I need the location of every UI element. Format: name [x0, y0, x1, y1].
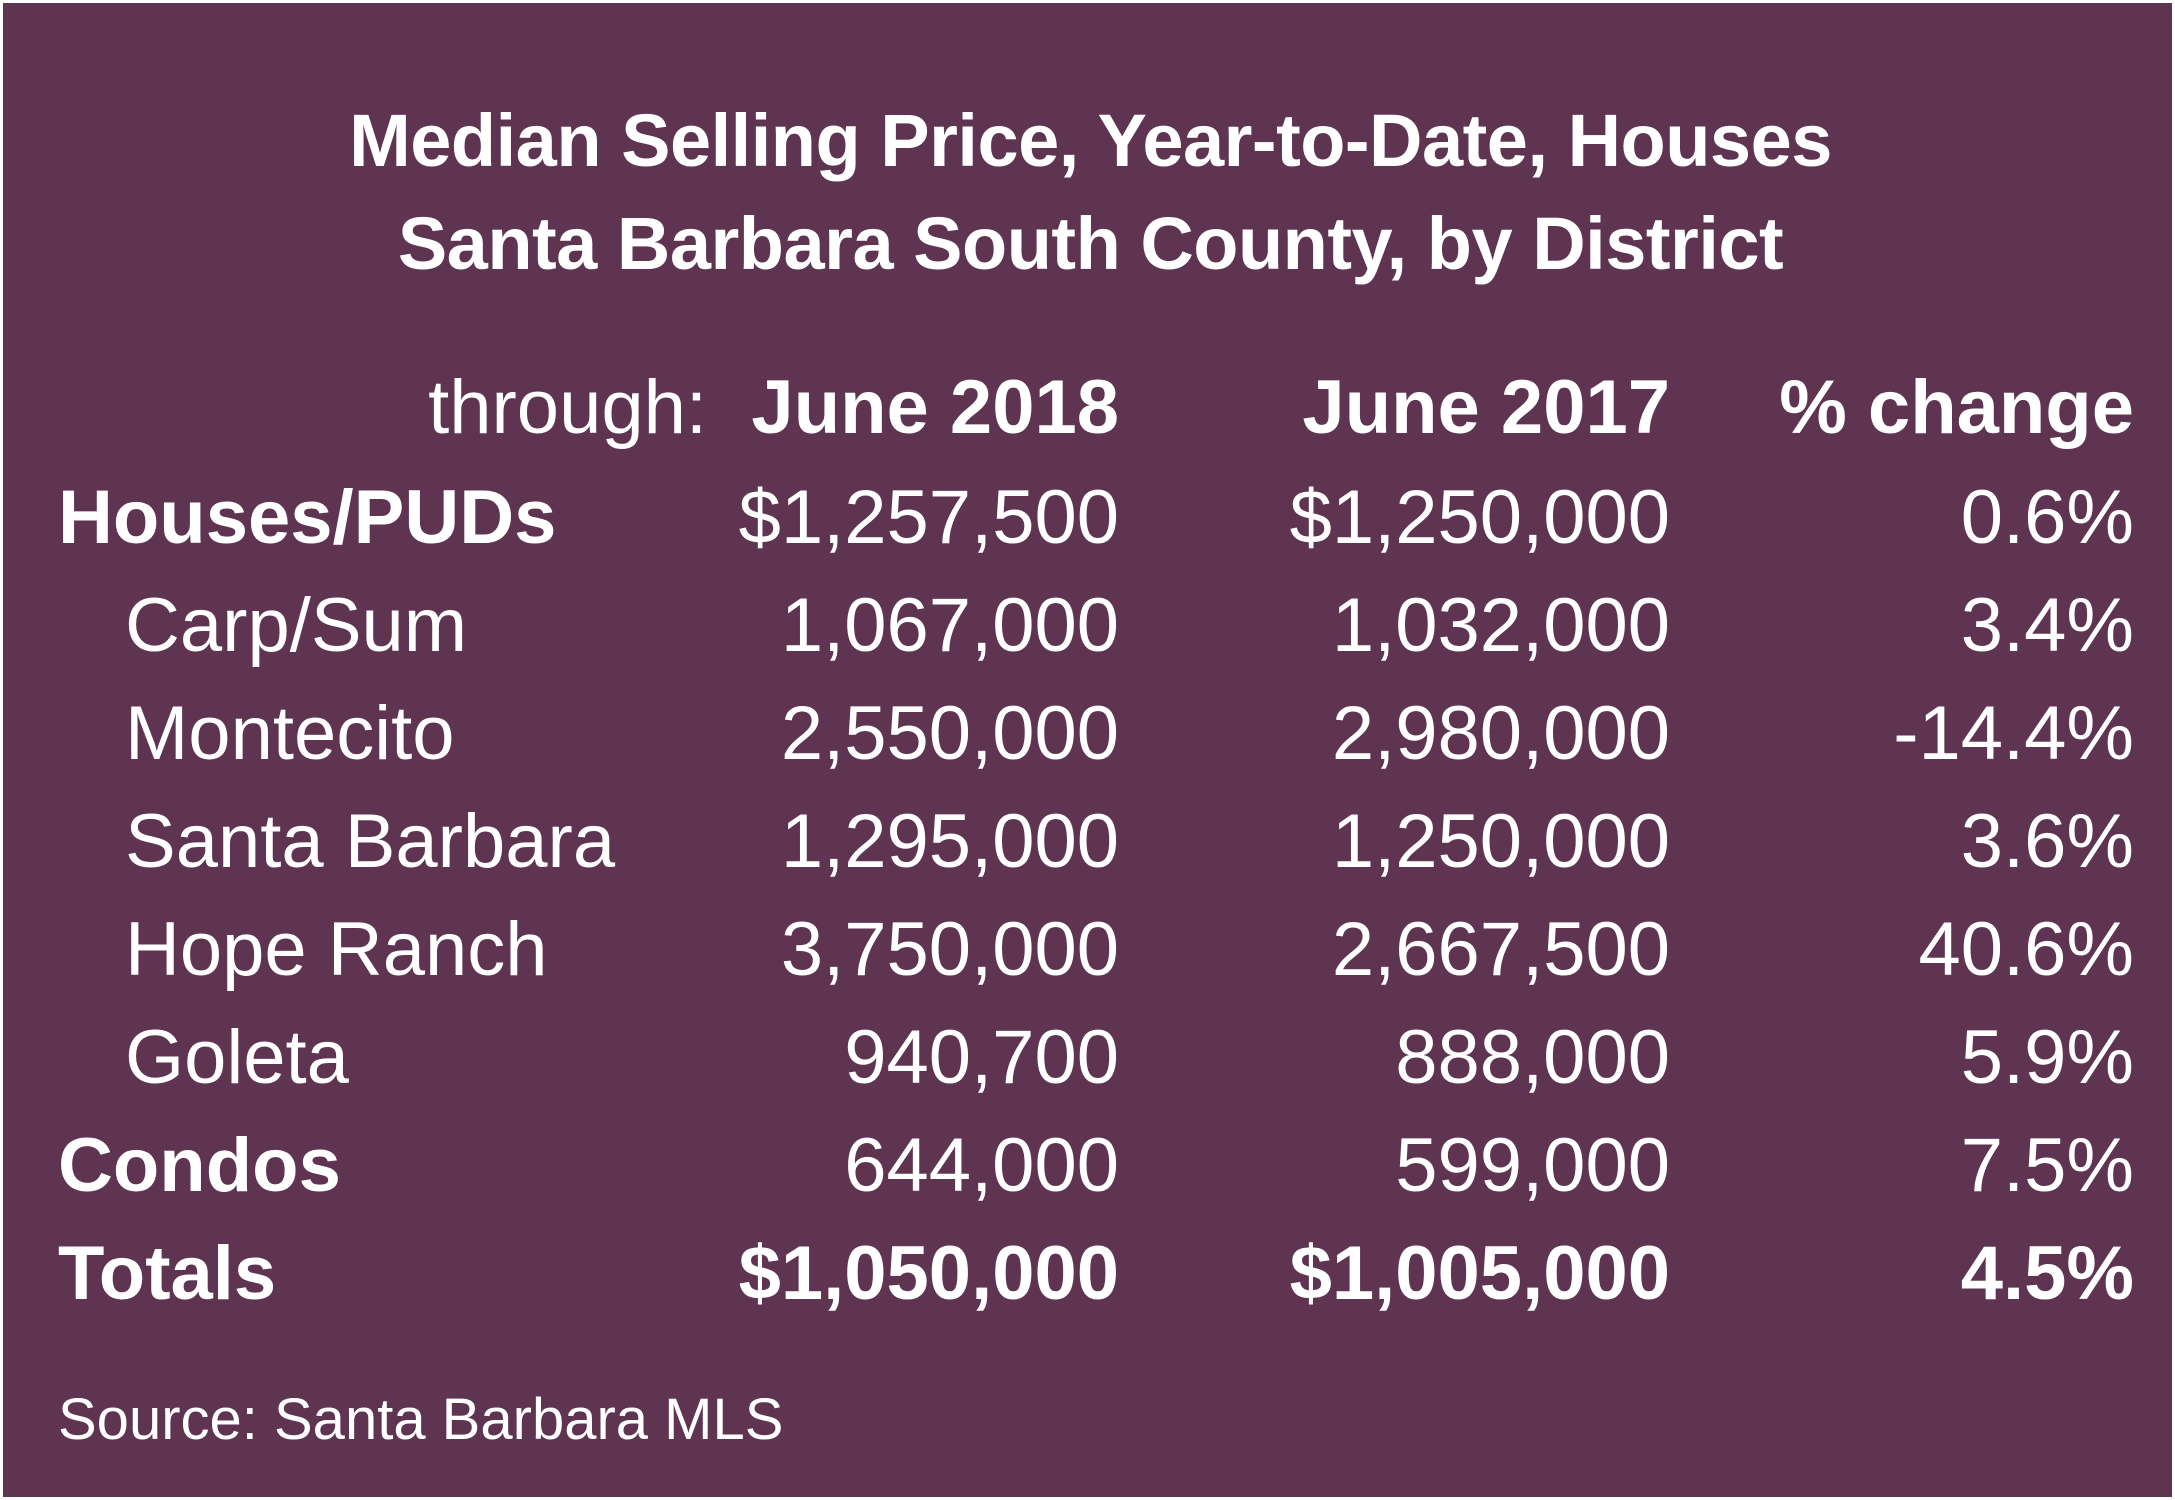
column-header-june-2018: June 2018: [751, 365, 1119, 450]
cell-goleta-2018: 940,700: [844, 1015, 1119, 1100]
cell-houses-puds-2017: $1,250,000: [1289, 475, 1670, 560]
through-label: through:: [428, 365, 707, 450]
row-label-condos: Condos: [58, 1123, 341, 1208]
cell-houses-puds-change: 0.6%: [1960, 475, 2134, 560]
cell-condos-2018: 644,000: [844, 1123, 1119, 1208]
cell-condos-2017: 599,000: [1395, 1123, 1670, 1208]
column-header-percent-change: % change: [1779, 365, 2134, 450]
cell-hope-ranch-2018: 3,750,000: [780, 907, 1119, 992]
row-label-hope-ranch: Hope Ranch: [125, 907, 548, 992]
cell-totals-2017: $1,005,000: [1289, 1231, 1670, 1316]
chart-subtitle: Santa Barbara South County, by District: [397, 202, 1784, 285]
column-header-june-2017: June 2017: [1302, 365, 1670, 450]
cell-montecito-change: -14.4%: [1893, 691, 2134, 776]
cell-santa-barbara-change: 3.6%: [1960, 799, 2134, 884]
cell-carp-sum-2018: 1,067,000: [780, 583, 1119, 668]
cell-condos-change: 7.5%: [1960, 1123, 2134, 1208]
cell-montecito-2018: 2,550,000: [780, 691, 1119, 776]
cell-goleta-change: 5.9%: [1960, 1015, 2134, 1100]
cell-hope-ranch-change: 40.6%: [1918, 907, 2135, 992]
cell-totals-2018: $1,050,000: [738, 1231, 1119, 1316]
cell-houses-puds-2018: $1,257,500: [738, 475, 1119, 560]
cell-santa-barbara-2017: 1,250,000: [1331, 799, 1670, 884]
cell-totals-change: 4.5%: [1960, 1231, 2134, 1316]
cell-carp-sum-change: 3.4%: [1960, 583, 2134, 668]
chart-title: Median Selling Price, Year-to-Date, Hous…: [349, 99, 1832, 182]
cell-santa-barbara-2018: 1,295,000: [780, 799, 1119, 884]
row-label-houses-puds: Houses/PUDs: [58, 475, 557, 560]
row-label-goleta: Goleta: [125, 1015, 349, 1100]
row-label-santa-barbara: Santa Barbara: [125, 799, 616, 884]
cell-carp-sum-2017: 1,032,000: [1331, 583, 1670, 668]
row-label-carp-sum: Carp/Sum: [125, 583, 468, 668]
cell-montecito-2017: 2,980,000: [1331, 691, 1670, 776]
cell-goleta-2017: 888,000: [1395, 1015, 1670, 1100]
cell-hope-ranch-2017: 2,667,500: [1331, 907, 1670, 992]
source-note: Source: Santa Barbara MLS: [58, 1387, 784, 1452]
row-label-totals: Totals: [58, 1231, 277, 1316]
row-label-montecito: Montecito: [125, 691, 455, 776]
